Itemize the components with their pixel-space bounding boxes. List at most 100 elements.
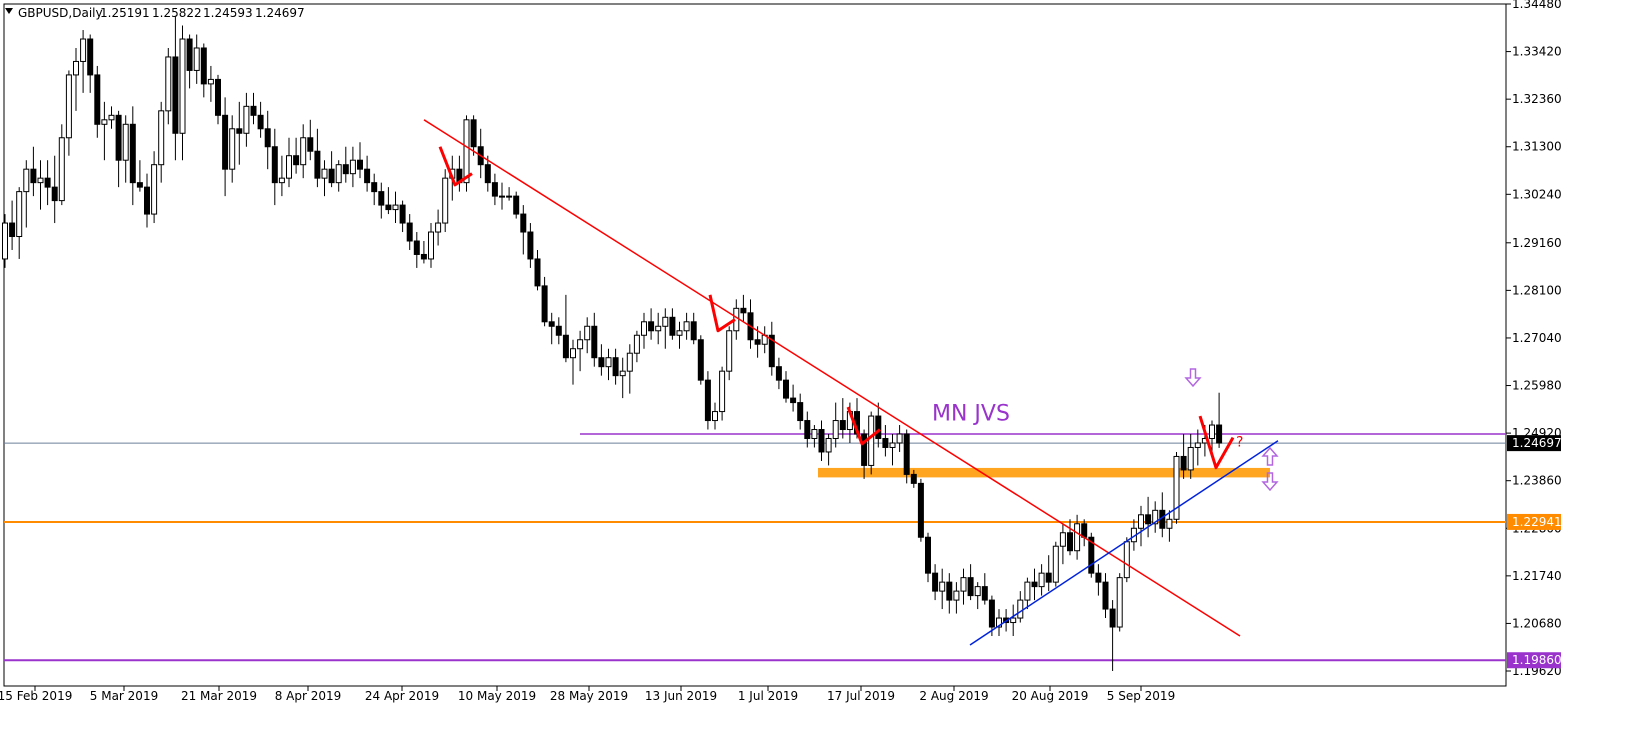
y-tick-label: 1.32360 [1512,92,1562,106]
candle-body [868,415,875,466]
x-tick-label: 13 Jun 2019 [645,689,717,703]
candle-body [804,420,811,439]
candle-body [37,177,44,184]
candle-body [555,325,562,336]
candle-body [626,352,633,372]
purple-price-tag-bg [1507,652,1561,669]
candle-body [200,47,207,85]
candle-body [584,325,591,341]
candle-body [413,240,420,255]
candle-body [435,222,442,233]
candle-body [633,334,640,354]
candle-body [1152,509,1159,525]
close-value: 1.24697 [255,6,305,20]
candle-body [108,114,115,121]
candle-body [605,357,612,368]
x-tick-label: 24 Apr 2019 [365,689,439,703]
candle-body [1102,581,1109,610]
red-check-1 [438,146,473,187]
candle-body [577,339,584,350]
candle-body [783,379,789,399]
x-tick-label: 8 Apr 2019 [275,689,342,703]
candle-body [58,137,65,202]
candle-body [676,330,683,336]
candle-body [328,168,335,184]
candle-body [300,137,307,166]
caret-down-icon[interactable] [5,8,13,14]
horizontal-levels [4,433,1506,662]
x-tick-label: 17 Jul 2019 [827,689,895,703]
candles [2,16,1223,672]
candle-body [996,617,1002,628]
candle-body [548,321,555,327]
candle-body [562,334,569,359]
candle-body [790,397,797,404]
high-value: 1.25822 [152,6,202,20]
candle-body [193,47,200,71]
drawings: ? MN JVS [423,119,1279,646]
candle-body [364,168,371,184]
candle-body [697,339,704,381]
symbol-label: GBPUSD,Daily [18,6,103,20]
candle-body [357,159,363,170]
y-tick-label: 1.21740 [1512,569,1562,583]
current-price-tag: 1.24697 [1512,436,1562,450]
orange-price-tag: 1.22941 [1512,515,1562,529]
x-tick-label: 5 Mar 2019 [90,689,158,703]
y-tick-label: 1.29160 [1512,236,1562,250]
candle-body [179,38,186,134]
candle-body [541,285,548,323]
candle-body [740,307,747,314]
candle-body [974,586,981,597]
candle-body [321,168,328,179]
candle-body [598,357,605,368]
candle-body [342,164,349,175]
candle-body [278,177,285,184]
candle-body [158,110,165,166]
candle-body [186,38,193,71]
candle-body [925,536,931,574]
candle-body [1194,442,1201,448]
candle-body [988,599,995,628]
candle-body [236,128,243,134]
candle-body [513,195,520,215]
candle-body [768,334,775,368]
candle-body [1209,424,1215,439]
candle-body [2,222,8,260]
candle-body [420,253,427,260]
y-tick-label: 1.30240 [1512,187,1562,201]
candle-body [314,150,321,179]
candle-body [669,316,676,336]
candle-body [726,330,733,372]
candle-body [1081,523,1088,538]
candle-body [392,204,399,211]
y-tick-label: 1.33420 [1512,45,1562,59]
red-check-3 [846,406,881,446]
mn-jvs-label: MN JVS [932,402,1010,427]
candle-body [875,415,882,439]
candle-body [967,577,974,597]
candle-body [23,168,30,193]
candle-body [172,56,179,134]
candle-body [222,114,229,170]
price-tags: 1.24697 1.22941 1.19860 [1507,435,1562,669]
candle-body [136,182,143,188]
candle-body [527,231,534,260]
red-check-4 [1198,415,1235,470]
candle-body [94,74,101,125]
candle-body [1088,536,1095,574]
candle-body [428,231,434,260]
candle-body [165,56,172,112]
candle-body [229,128,236,170]
candle-body [861,433,868,466]
candle-body [80,38,87,62]
candle-body [470,119,477,148]
candle-body [825,437,832,453]
question-mark: ? [1236,435,1243,451]
candle-body [910,473,917,484]
candle-body [442,177,449,224]
candle-body [832,420,839,439]
blue-trendline [969,440,1279,646]
candle-body [520,213,527,233]
